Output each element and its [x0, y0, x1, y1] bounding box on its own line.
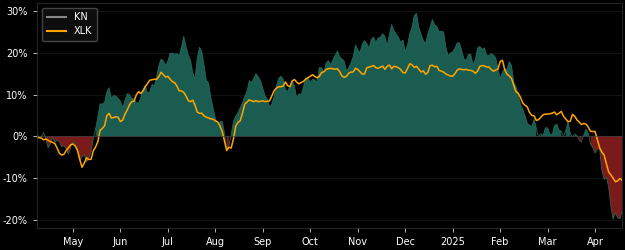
Legend: KN, XLK: KN, XLK [42, 8, 97, 41]
